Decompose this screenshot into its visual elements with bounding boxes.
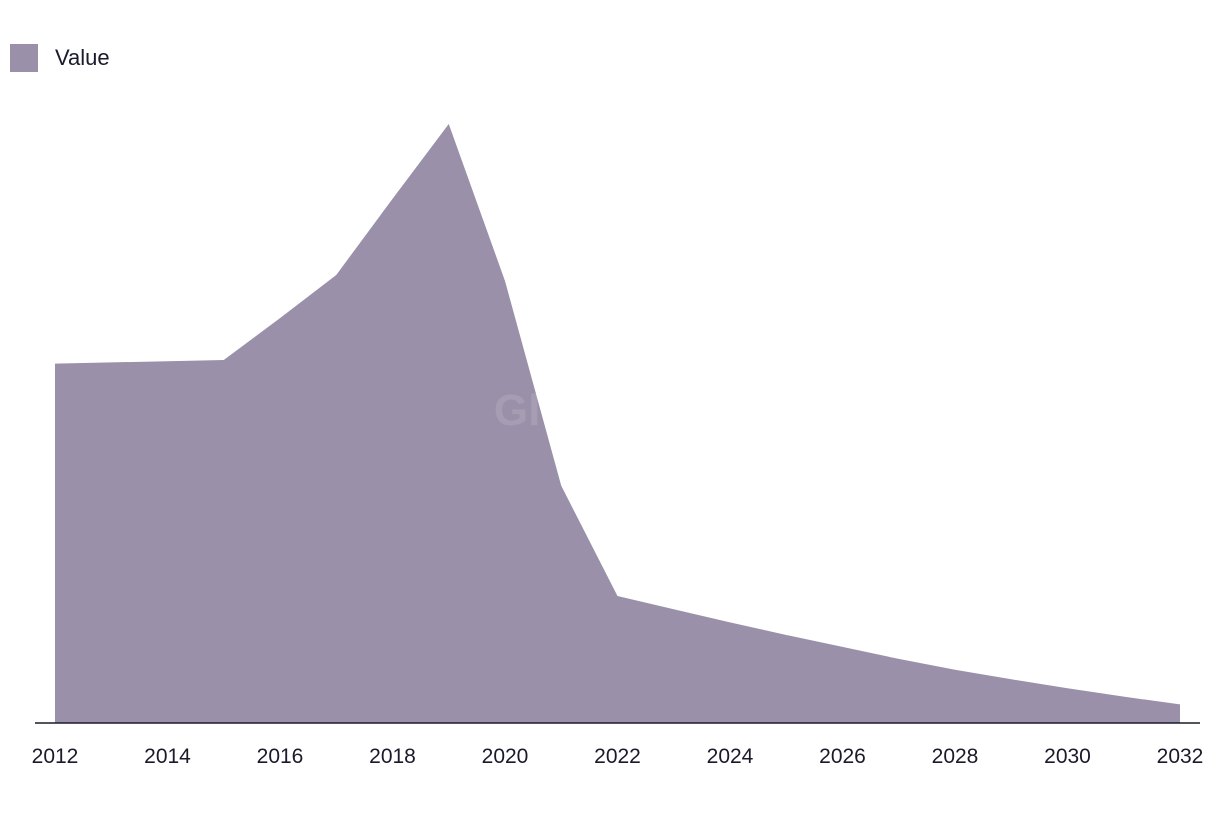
x-tick-label-2014: 2014 bbox=[144, 745, 191, 768]
x-tick-label-2016: 2016 bbox=[257, 745, 304, 768]
x-tick-label-2020: 2020 bbox=[482, 745, 529, 768]
x-tick-label-2012: 2012 bbox=[32, 745, 79, 768]
x-tick-label-2024: 2024 bbox=[707, 745, 754, 768]
x-tick-label-2030: 2030 bbox=[1044, 745, 1091, 768]
x-tick-label-2018: 2018 bbox=[369, 745, 416, 768]
series-area-value bbox=[55, 124, 1180, 723]
x-tick-label-2026: 2026 bbox=[819, 745, 866, 768]
legend-swatch bbox=[10, 44, 38, 72]
x-axis-ticks: 2012 2014 2016 2018 2020 2022 2024 2026 2028 2030… bbox=[32, 745, 1204, 768]
watermark-text: GlobalData bbox=[494, 386, 727, 435]
x-tick-label-2032: 2032 bbox=[1157, 745, 1204, 768]
plot-area bbox=[55, 124, 1180, 723]
legend-label-value: Value bbox=[55, 45, 110, 70]
legend: Value bbox=[10, 44, 110, 72]
x-tick-label-2022: 2022 bbox=[594, 745, 641, 768]
x-tick-label-2028: 2028 bbox=[932, 745, 979, 768]
